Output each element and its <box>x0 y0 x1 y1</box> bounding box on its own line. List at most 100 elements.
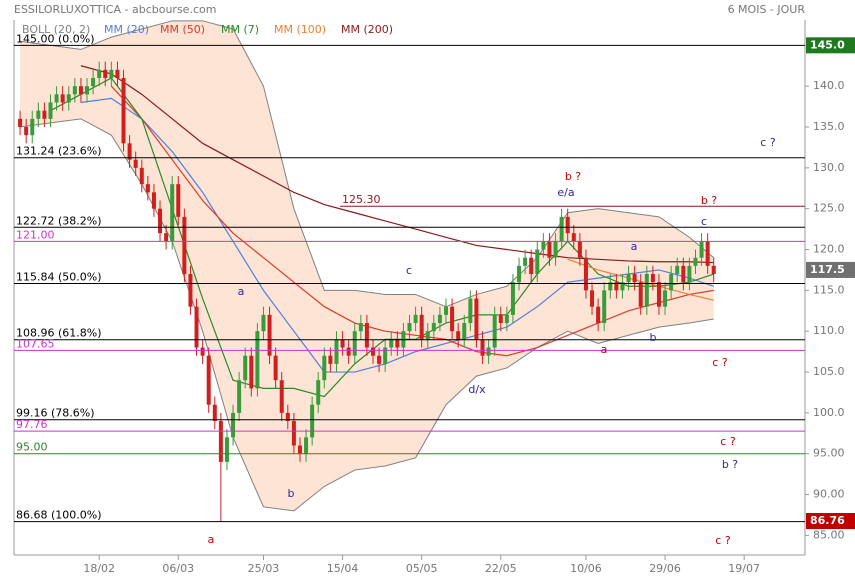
y-tick-label: 140.0 <box>813 79 845 92</box>
level-label: 115.84 (50.0%) <box>16 270 102 283</box>
candle-body <box>364 323 369 348</box>
candle-body <box>127 143 132 160</box>
candle-body <box>492 314 497 348</box>
candle-body <box>431 323 436 332</box>
candle-body <box>638 282 643 307</box>
x-tick-label: 29/06 <box>649 562 681 575</box>
candle-body <box>498 314 503 324</box>
candle-body <box>273 355 278 381</box>
candle-body <box>553 241 558 258</box>
candle-body <box>231 412 236 438</box>
wave-label: b ? <box>565 170 581 183</box>
wave-label: a <box>631 240 638 253</box>
level-label: 131.24 (23.6%) <box>16 145 102 158</box>
candle-body <box>42 110 47 119</box>
candle-body <box>109 69 114 78</box>
y-tick-label: 130.0 <box>813 161 845 174</box>
candle-body <box>644 274 649 307</box>
candle-body <box>78 86 83 95</box>
candle-body <box>261 314 266 332</box>
band-upper <box>20 20 715 308</box>
x-tick-label: 25/03 <box>248 562 280 575</box>
candle-body <box>565 216 570 234</box>
plot-area <box>18 20 716 522</box>
x-tick-label: 06/03 <box>162 562 194 575</box>
candle-body <box>517 265 522 283</box>
candle-body <box>693 257 698 266</box>
candle-body <box>115 69 120 78</box>
wave-label: a <box>601 343 608 356</box>
candle-body <box>669 274 674 291</box>
candle-body <box>224 437 229 462</box>
level-label: 125.30 <box>342 193 381 206</box>
legend-entry: MM (100) <box>274 23 326 36</box>
candle-body <box>121 77 126 144</box>
candle-body <box>535 249 540 275</box>
candle-body <box>468 298 473 324</box>
candle-body <box>705 241 710 266</box>
candle-body <box>145 184 150 193</box>
wave-label: c <box>406 264 412 277</box>
candle-body <box>529 257 534 275</box>
x-tick-label: 10/06 <box>570 562 602 575</box>
candle-body <box>72 86 77 95</box>
candle-body <box>60 94 65 103</box>
candle-body <box>297 445 302 454</box>
candle-body <box>346 347 351 356</box>
candle-body <box>97 69 102 78</box>
candle-body <box>620 282 625 291</box>
candle-body <box>304 437 309 454</box>
y-tick-label: 90.00 <box>813 488 845 501</box>
candle-body <box>176 184 181 217</box>
y-tick-label: 100.0 <box>813 406 845 419</box>
legend-entry: MM (200) <box>341 23 393 36</box>
level-label: 121.00 <box>16 228 55 241</box>
candle-body <box>650 274 655 283</box>
price-badge-label: 117.5 <box>810 263 845 276</box>
wave-label: b ? <box>701 194 717 207</box>
candle-body <box>218 421 223 462</box>
y-tick-label: 95.00 <box>813 447 845 460</box>
candle-body <box>267 314 272 356</box>
level-label: 97.76 <box>16 418 48 431</box>
level-label: 107.65 <box>16 337 55 350</box>
wave-label: c ? <box>720 435 736 448</box>
candle-body <box>85 86 90 95</box>
candle-body <box>632 274 637 283</box>
level-label: 95.00 <box>16 441 48 454</box>
y-tick-label: 110.0 <box>813 324 845 337</box>
legend-entry: MM (50) <box>160 23 205 36</box>
candle-body <box>358 323 363 332</box>
moving-average <box>110 85 714 357</box>
candle-body <box>182 216 187 275</box>
candle-body <box>48 102 53 119</box>
price-badge <box>806 261 855 278</box>
y-tick-label: 120.0 <box>813 243 845 256</box>
y-tick-label: 135.0 <box>813 120 845 133</box>
candle-body <box>656 282 661 307</box>
candle-body <box>18 118 23 127</box>
x-tick-label: 19/07 <box>728 562 760 575</box>
y-tick-label: 115.0 <box>813 283 845 296</box>
wave-label: c <box>701 215 707 228</box>
candle-body <box>334 339 339 364</box>
candle-body <box>559 216 564 242</box>
candle-body <box>474 298 479 340</box>
level-label: 122.72 (38.2%) <box>16 214 102 227</box>
wave-label: a <box>208 533 215 546</box>
candle-body <box>285 412 290 422</box>
candle-body <box>541 241 546 250</box>
legend-entry: MM (7) <box>221 23 259 36</box>
candle-body <box>583 257 588 291</box>
candle-body <box>419 314 424 340</box>
candle-body <box>663 290 668 307</box>
wave-label: e/a <box>557 186 574 199</box>
x-tick-label: 18/02 <box>83 562 115 575</box>
candle-body <box>370 347 375 356</box>
candle-body <box>608 282 613 291</box>
candle-body <box>383 347 388 364</box>
candle-body <box>699 241 704 258</box>
candle-body <box>480 339 485 356</box>
candle-body <box>377 355 382 364</box>
wave-label: b <box>288 487 295 500</box>
